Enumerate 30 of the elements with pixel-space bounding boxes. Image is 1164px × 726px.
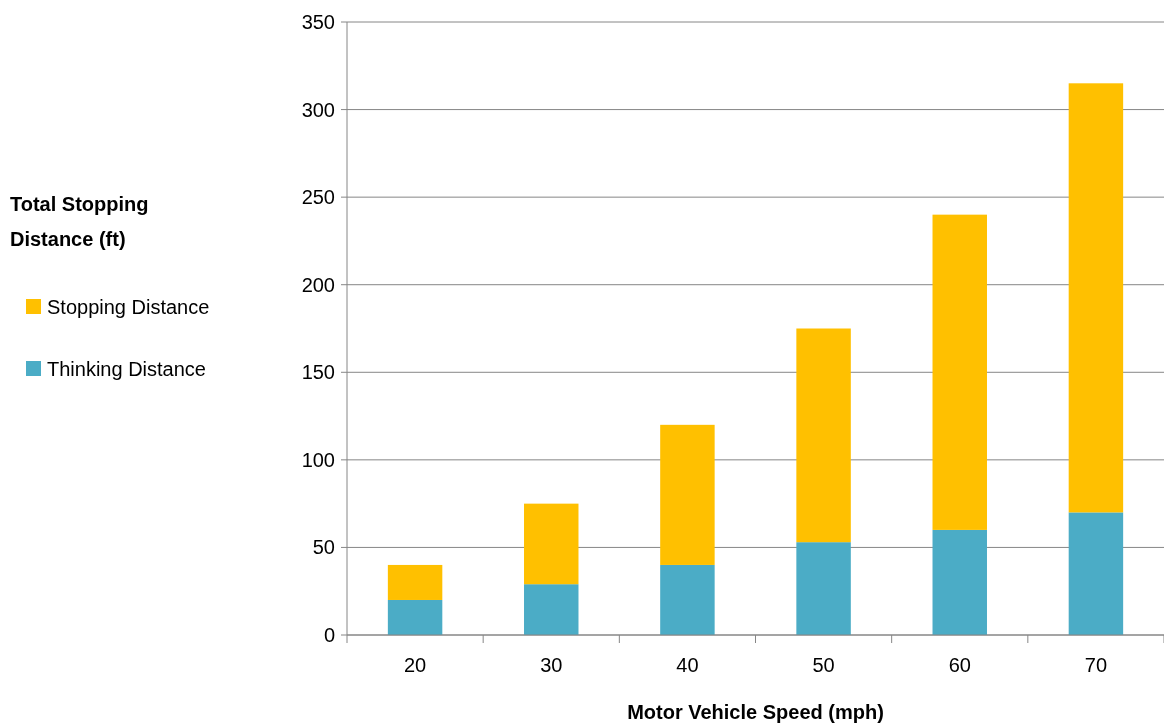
x-tick-label: 20 (403, 654, 427, 676)
bar (387, 599, 443, 635)
x-tick-label: 30 (540, 654, 563, 676)
bar (660, 424, 715, 565)
bar (387, 564, 443, 600)
y-tick-label: 0 (323, 624, 335, 646)
y-tick-label: 50 (312, 536, 335, 559)
y-tick-label: 350 (301, 11, 335, 33)
x-axis-title: Motor Vehicle Speed (mph) (627, 701, 884, 723)
bar (524, 503, 579, 585)
legend-label: Stopping Distance (47, 296, 210, 318)
x-tick-label: 40 (676, 654, 699, 676)
y-tick-label: 250 (301, 186, 335, 209)
y-tick-label: 300 (301, 98, 335, 121)
y-tick-label: 200 (301, 273, 335, 296)
text: Total Stopping Distance (ft) (10, 193, 149, 250)
bar (932, 529, 987, 635)
bar (1068, 83, 1124, 513)
x-tick-label: 50 (812, 654, 835, 676)
y-tick-label: 150 (301, 361, 335, 384)
bar (796, 542, 851, 635)
bar (932, 214, 987, 530)
bar (660, 564, 715, 635)
x-tick-label: 60 (948, 654, 971, 676)
legend-label: Thinking Distance (47, 358, 206, 380)
x-tick-label: 70 (1084, 654, 1108, 676)
y-tick-label: 100 (301, 448, 335, 471)
bar (796, 328, 851, 543)
bar (1068, 512, 1124, 635)
bar (524, 584, 579, 635)
